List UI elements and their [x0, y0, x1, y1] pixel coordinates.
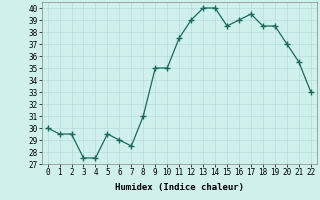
X-axis label: Humidex (Indice chaleur): Humidex (Indice chaleur): [115, 183, 244, 192]
